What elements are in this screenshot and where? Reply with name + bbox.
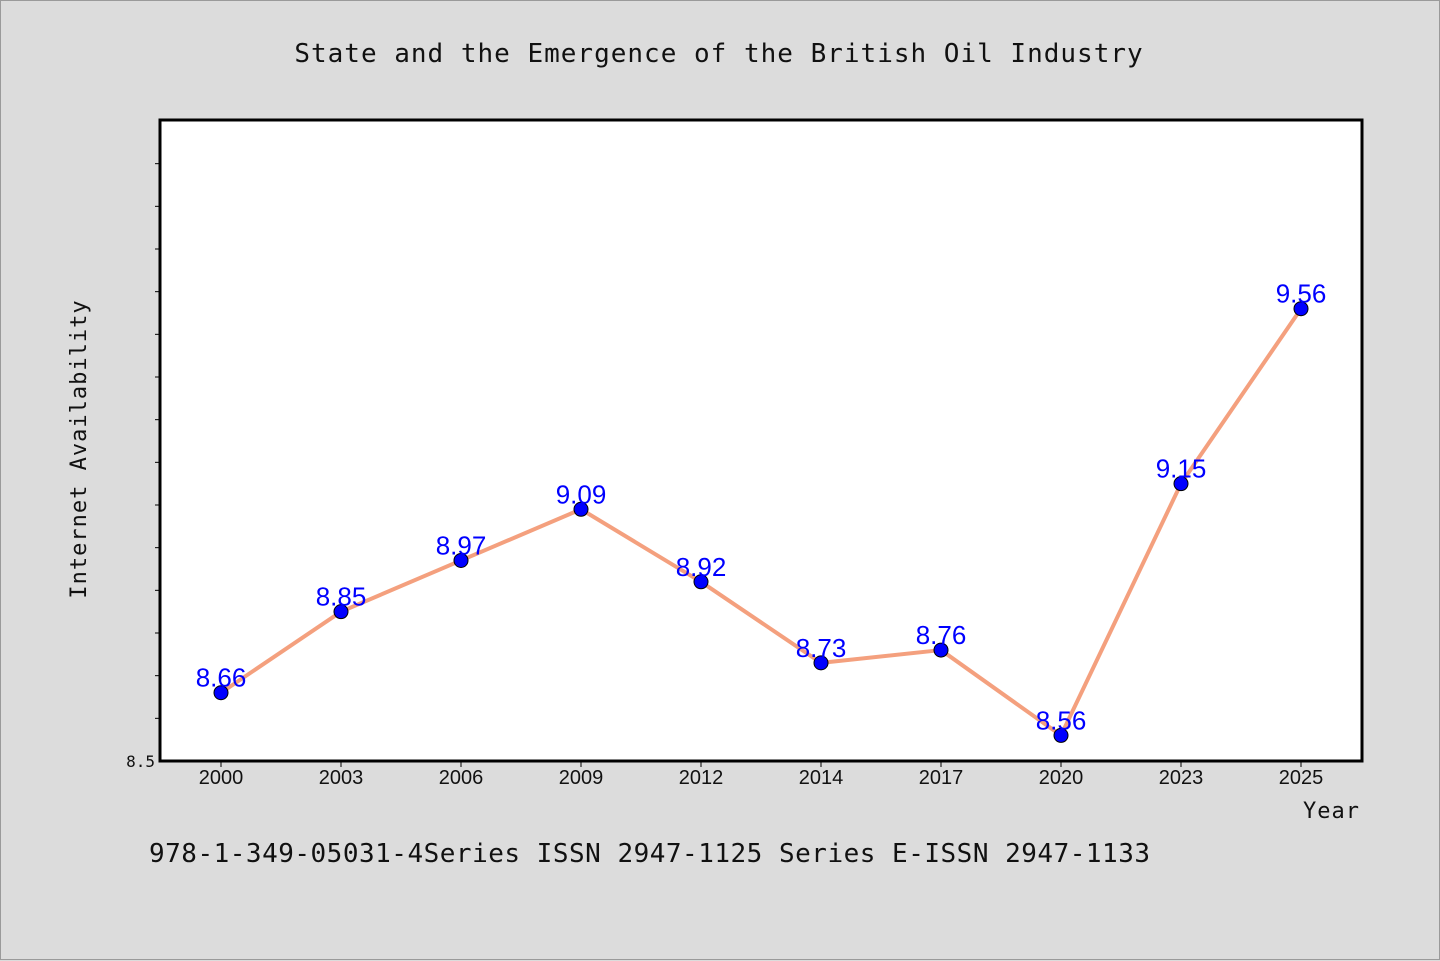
data-point	[573, 501, 589, 517]
x-tick-label: 2023	[1159, 767, 1204, 789]
footer-isbn-text: 978-1-349-05031-4Series ISSN 2947-1125 S…	[149, 839, 1151, 869]
x-tick-label: 2020	[1039, 767, 1084, 789]
data-label: 8.73	[796, 633, 847, 663]
data-point	[813, 655, 829, 671]
data-point	[453, 552, 469, 568]
data-label: 8.76	[916, 620, 967, 650]
x-axis-ticks: 2000 2003 2006 2009 2012 2014 2017 2020 2023 2025	[199, 761, 1324, 789]
data-label: 8.92	[676, 552, 727, 582]
plot-area	[158, 118, 1364, 763]
data-points-group	[213, 301, 1309, 743]
data-point	[1053, 727, 1069, 743]
series-line-group	[219, 307, 1303, 738]
series-line	[219, 307, 1303, 738]
x-tick-label: 2006	[439, 767, 484, 789]
data-label: 8.85	[316, 582, 367, 612]
x-tick-label: 2014	[799, 767, 844, 789]
data-labels-group: 8.66 8.85 8.97 9.09 8.92 8.73 8.76 8.56 9.15 9.56	[196, 279, 1327, 736]
y-axis-label: Internet Availability	[67, 299, 92, 598]
x-axis-label: Year	[1303, 799, 1360, 824]
data-label: 9.56	[1276, 279, 1327, 309]
data-point	[333, 604, 349, 620]
data-point	[1173, 476, 1189, 492]
x-tick-label: 2003	[319, 767, 364, 789]
x-tick-label: 2009	[559, 767, 604, 789]
data-point	[933, 642, 949, 658]
x-tick-label: 2012	[679, 767, 724, 789]
y-axis-ticks: 8.5	[126, 163, 161, 771]
data-label: 8.97	[436, 530, 487, 560]
data-point	[1293, 301, 1309, 317]
data-label: 8.56	[1036, 705, 1087, 735]
data-label: 8.66	[196, 663, 247, 693]
data-point	[693, 574, 709, 590]
chart-title: State and the Emergence of the British O…	[294, 39, 1143, 69]
x-tick-label: 2017	[919, 767, 964, 789]
data-label: 9.15	[1156, 454, 1207, 484]
x-tick-label: 2000	[199, 767, 244, 789]
y-tick-label: 8.5	[126, 752, 155, 771]
data-label: 9.09	[556, 479, 607, 509]
x-tick-label: 2025	[1279, 767, 1324, 789]
data-point	[213, 685, 229, 701]
